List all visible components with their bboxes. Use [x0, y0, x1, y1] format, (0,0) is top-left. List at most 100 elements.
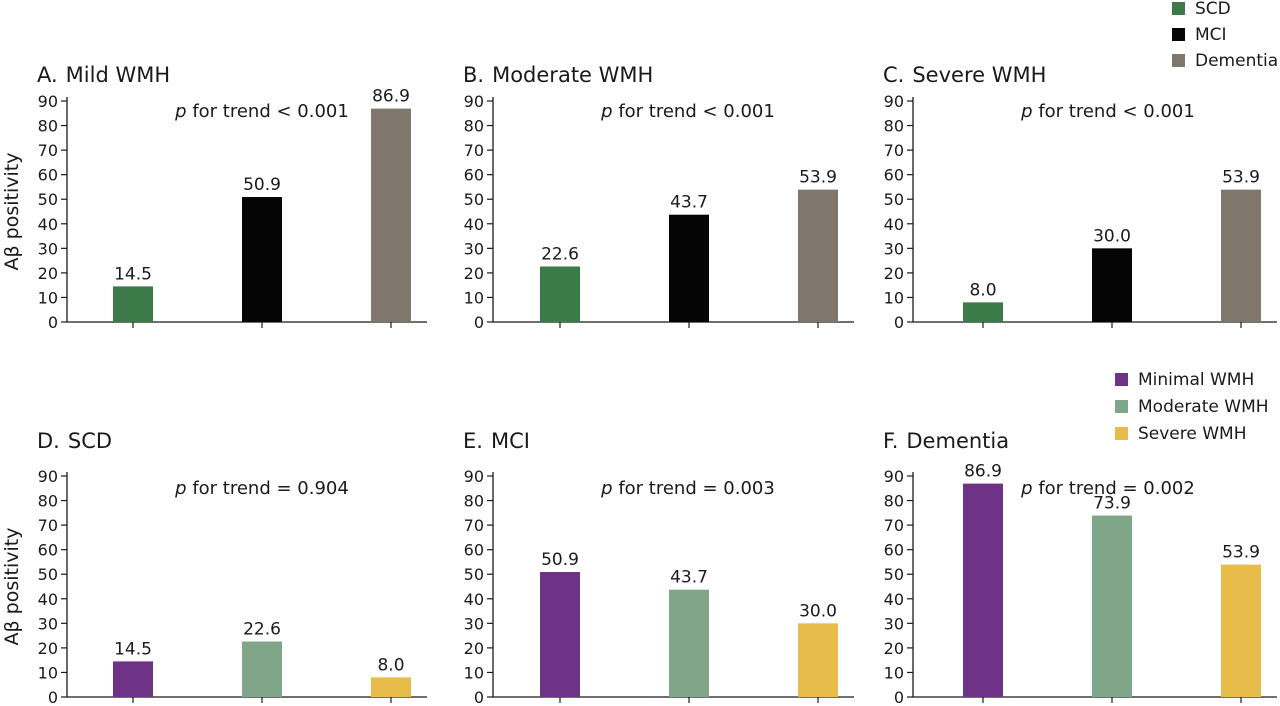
y-tick-label: 80 — [884, 117, 904, 136]
bar-value-label: 73.9 — [1093, 494, 1131, 514]
y-tick-label: 10 — [38, 663, 58, 682]
bar-value-label: 86.9 — [372, 87, 410, 107]
bar-moderate-wmh — [242, 641, 282, 697]
legend-diagnosis: SCD MCI Dementia — [1172, 0, 1278, 71]
y-tick-label: 50 — [38, 190, 58, 209]
panel-title: F. Dementia — [883, 429, 1009, 453]
p-symbol: p — [174, 101, 186, 122]
bar-severe-wmh — [798, 623, 838, 697]
bar-mci — [669, 214, 709, 322]
bar-minimal-wmh — [540, 572, 580, 697]
bar-value-label: 43.7 — [670, 568, 708, 588]
p-trend-text: for trend = 0.003 — [613, 478, 775, 499]
p-trend-label: p for trend = 0.904 — [174, 478, 349, 499]
legend-label: Moderate WMH — [1138, 397, 1269, 417]
y-tick-label: 70 — [884, 516, 904, 535]
y-tick-label: 70 — [38, 516, 58, 535]
legend-label: Minimal WMH — [1138, 370, 1254, 390]
y-tick-label: 0 — [474, 688, 484, 706]
legend-swatch — [1115, 373, 1128, 386]
panel-letter: A. — [37, 63, 58, 87]
bar-value-label: 14.5 — [114, 264, 152, 284]
panel-title: E. MCI — [463, 429, 530, 453]
bar-value-label: 86.9 — [964, 462, 1002, 482]
bar-severe-wmh — [1221, 564, 1261, 697]
panel-title-text: SCD — [68, 429, 112, 453]
bar-mci — [1092, 248, 1132, 322]
panel-title: A. Mild WMH — [37, 63, 170, 87]
y-tick-label: 20 — [38, 639, 58, 658]
y-tick-label: 50 — [884, 565, 904, 584]
y-tick-label: 60 — [38, 166, 58, 185]
y-tick-label: 50 — [464, 565, 484, 584]
bar-dementia — [798, 189, 838, 322]
bar-value-label: 8.0 — [377, 655, 404, 675]
bar-value-label: 30.0 — [1093, 226, 1131, 246]
legend-label: SCD — [1195, 0, 1231, 19]
panel-letter: E. — [463, 429, 483, 453]
p-symbol: p — [1020, 478, 1032, 499]
y-tick-label: 10 — [464, 288, 484, 307]
panel-letter: B. — [463, 63, 484, 87]
panel-c-severe-wmh: C. Severe WMH p for trend < 0.001 0 10 20 30 40… — [883, 63, 1277, 332]
panel-title-text: MCI — [491, 429, 530, 453]
y-tick-label: 70 — [38, 141, 58, 160]
p-trend-text: for trend < 0.001 — [187, 101, 349, 122]
y-tick-label: 50 — [884, 190, 904, 209]
y-tick-label: 20 — [38, 264, 58, 283]
y-tick-label: 70 — [464, 141, 484, 160]
p-trend-text: for trend < 0.001 — [613, 101, 775, 122]
y-tick-label: 0 — [48, 688, 58, 706]
y-tick-label: 80 — [464, 117, 484, 136]
y-tick-label: 60 — [884, 541, 904, 560]
y-tick-label: 20 — [464, 639, 484, 658]
bar-dementia — [371, 108, 411, 323]
p-trend-text: for trend < 0.001 — [1033, 101, 1195, 122]
y-tick-label: 30 — [464, 239, 484, 258]
y-tick-label: 30 — [464, 614, 484, 633]
p-trend-label: p for trend < 0.001 — [1020, 101, 1195, 122]
legend-label: Severe WMH — [1138, 424, 1247, 444]
panel-b-moderate-wmh: B. Moderate WMH p for trend < 0.001 0 10 20 30… — [463, 63, 854, 332]
y-tick-label: 0 — [894, 688, 904, 706]
y-tick-label: 90 — [38, 467, 58, 486]
p-trend-label: p for trend < 0.001 — [600, 101, 775, 122]
y-tick-label: 60 — [38, 541, 58, 560]
bar-value-label: 22.6 — [243, 620, 281, 640]
panel-f-dementia: F. Dementia p for trend = 0.002 0 10 20 30 40 50… — [883, 429, 1277, 706]
p-symbol: p — [600, 478, 612, 499]
y-tick-label: 40 — [464, 215, 484, 234]
legend-wmh: Minimal WMH Moderate WMH Severe WMH — [1115, 370, 1269, 444]
p-symbol: p — [600, 101, 612, 122]
legend-label: MCI — [1195, 25, 1227, 45]
y-tick-label: 80 — [38, 117, 58, 136]
panel-letter: F. — [883, 429, 898, 453]
bar-value-label: 43.7 — [670, 193, 708, 213]
y-tick-label: 30 — [884, 614, 904, 633]
y-tick-label: 80 — [38, 492, 58, 511]
y-tick-label: 90 — [464, 92, 484, 111]
y-tick-label: 60 — [884, 166, 904, 185]
y-tick-label: 30 — [38, 614, 58, 633]
bar-scd — [113, 286, 153, 322]
bar-minimal-wmh — [963, 483, 1003, 697]
y-tick-label: 70 — [884, 141, 904, 160]
bar-dementia — [1221, 189, 1261, 322]
bar-scd — [540, 266, 580, 322]
bar-moderate-wmh — [669, 589, 709, 697]
bar-value-label: 22.6 — [541, 245, 579, 265]
y-axis-label: Aβ positivity — [1, 528, 23, 646]
legend-swatch — [1115, 400, 1128, 413]
panel-letter: C. — [883, 63, 904, 87]
p-trend-label: p for trend = 0.003 — [600, 478, 775, 499]
legend-swatch — [1172, 54, 1185, 67]
panel-title: C. Severe WMH — [883, 63, 1046, 87]
panel-title-text: Severe WMH — [912, 63, 1046, 87]
y-axis-label: Aβ positivity — [1, 153, 23, 271]
p-trend-label: p for trend < 0.001 — [174, 101, 349, 122]
y-tick-label: 40 — [464, 590, 484, 609]
y-tick-label: 0 — [48, 313, 58, 332]
y-tick-label: 90 — [38, 92, 58, 111]
